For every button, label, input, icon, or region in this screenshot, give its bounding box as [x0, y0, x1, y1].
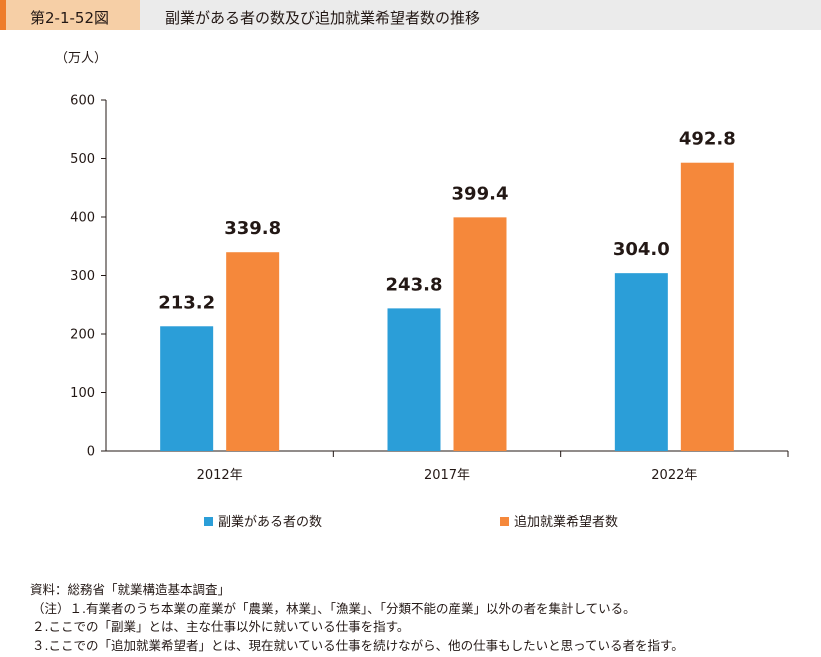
data-label: 243.8	[386, 274, 443, 295]
figure-title-box	[140, 0, 821, 30]
figure-number: 第2-1-52図	[30, 9, 109, 27]
y-tick-label: 0	[87, 445, 95, 460]
legend-label: 副業がある者の数	[218, 514, 322, 530]
y-tick-label: 500	[70, 152, 95, 167]
bar-side-job	[614, 273, 668, 451]
legend-swatch	[500, 517, 509, 526]
header-accent-bar	[0, 0, 6, 30]
data-label: 304.0	[613, 239, 670, 260]
data-label: 213.2	[158, 292, 215, 313]
figure-header: 第2-1-52図 副業がある者の数及び追加就業希望者数の推移	[0, 0, 821, 30]
note-3: ３.ここでの「追加就業希望者」とは、現在就いている仕事を続けながら、他の仕事もし…	[32, 637, 684, 653]
x-tick-label: 2017年	[424, 468, 470, 483]
y-tick-label: 300	[70, 269, 95, 284]
y-tick-label: 200	[70, 328, 95, 343]
data-label: 399.4	[452, 183, 509, 204]
bar-chart: （万人） 0 100 200 300 400 500 600 2012年 213.2 339.8 20…	[55, 51, 789, 530]
bar-additional-work	[453, 217, 507, 451]
data-label: 492.8	[679, 129, 736, 150]
x-tick-label: 2022年	[651, 468, 697, 483]
bar-additional-work	[226, 252, 280, 451]
legend-label: 追加就業希望者数	[514, 514, 618, 530]
notes: 資料：総務省「就業構造基本調査」 （注）１.有業者のうち本業の産業が「農業，林業…	[30, 581, 684, 655]
figure-title: 副業がある者の数及び追加就業希望者数の推移	[165, 9, 481, 27]
note-1: （注）１.有業者のうち本業の産業が「農業，林業」、「漁業」、「分類不能の産業」以…	[32, 600, 636, 616]
legend-swatch	[204, 517, 213, 526]
data-label: 339.8	[224, 218, 281, 239]
y-tick-label: 100	[70, 386, 95, 401]
y-unit-label: （万人）	[55, 51, 107, 66]
note-2: ２.ここでの「副業」とは、主な仕事以外に就いている仕事を指す。	[32, 619, 410, 634]
bar-additional-work	[680, 162, 734, 451]
y-tick-label: 600	[70, 94, 95, 109]
x-tick-label: 2012年	[197, 468, 243, 483]
y-tick-label: 400	[70, 211, 95, 226]
bar-side-job	[160, 326, 214, 451]
figure-number-box: 第2-1-52図	[0, 0, 140, 30]
note-source: 資料：総務省「就業構造基本調査」	[30, 582, 231, 597]
bar-side-job	[387, 308, 441, 451]
